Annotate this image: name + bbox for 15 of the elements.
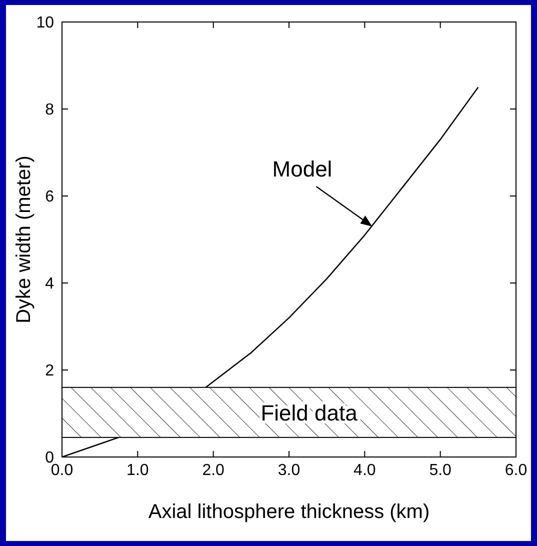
x-tick-label: 0.0 — [50, 462, 74, 479]
y-tick-label: 6 — [45, 188, 54, 206]
y-axis-title: Dyke width (meter) — [13, 156, 35, 324]
y-tick-label: 4 — [45, 276, 54, 293]
y-tick-label: 8 — [45, 102, 54, 119]
y-tick-label: 10 — [36, 14, 54, 32]
x-tick-label: 6.0 — [504, 462, 528, 479]
y-tick-label: 2 — [45, 362, 54, 380]
x-tick-label: 1.0 — [126, 462, 149, 479]
x-tick-label: 4.0 — [354, 462, 376, 479]
x-tick-label: 2.0 — [202, 462, 225, 479]
x-tick-label: 5.0 — [429, 462, 452, 479]
annotation: Model — [272, 156, 332, 182]
x-tick-label: 3.0 — [278, 462, 300, 479]
x-axis-title: Axial lithosphere thickness (km) — [148, 501, 430, 523]
